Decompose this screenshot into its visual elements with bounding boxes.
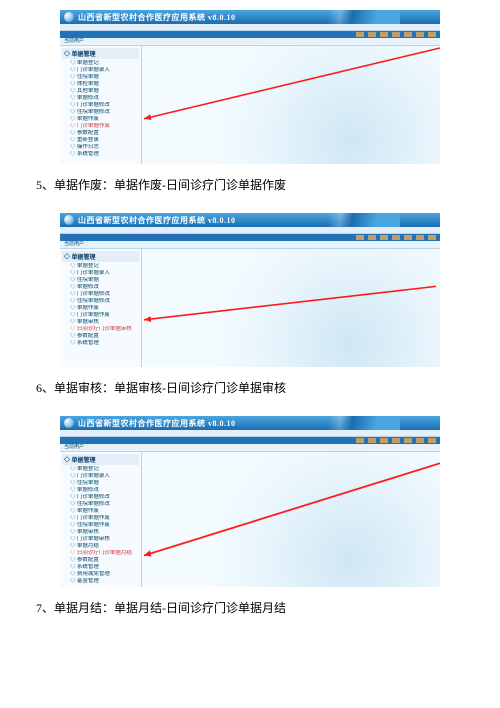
sidebar-heading: ◇ 单据管理 bbox=[62, 48, 139, 59]
app-logo-icon bbox=[64, 12, 74, 22]
sidebar-item[interactable]: ◇ 单据审核 bbox=[62, 319, 139, 326]
annotation-arrow-icon bbox=[142, 46, 440, 164]
titlebar-decoration bbox=[280, 213, 400, 227]
work-area: ◇ 单据管理◇ 单据登记◇ 门诊单据录入◇ 住院单据◇ 单据修改◇ 门诊单据修改… bbox=[60, 452, 440, 587]
sidebar-item[interactable]: ◇ 单据修改 bbox=[62, 95, 139, 102]
caption-number: 7、 bbox=[36, 599, 54, 616]
sidebar-item[interactable]: ◇ 单据作废 bbox=[62, 305, 139, 312]
sidebar-item-highlighted[interactable]: ◇ 门诊单据作废 bbox=[62, 123, 139, 130]
sidebar-item[interactable]: ◇ 门诊单据修改 bbox=[62, 102, 139, 109]
window-titlebar: 山西省新型农村合作医疗应用系统 v8.0.10 bbox=[60, 416, 440, 430]
sidebar-item[interactable]: ◇ 单据月结 bbox=[62, 543, 139, 550]
app-screenshot: 山西省新型农村合作医疗应用系统 v8.0.10当前用户◇ 单据管理◇ 单据登记◇… bbox=[60, 416, 440, 587]
sidebar-item[interactable]: ◇ 住院单据修改 bbox=[62, 298, 139, 305]
sidebar-item[interactable]: ◇ 参数配置 bbox=[62, 333, 139, 340]
app-title: 山西省新型农村合作医疗应用系统 v8.0.10 bbox=[78, 418, 236, 429]
caption-text: 单据审核：单据审核-日间诊疗门诊单据审核 bbox=[54, 381, 286, 395]
app-toolbar bbox=[60, 437, 440, 444]
app-logo-icon bbox=[64, 215, 74, 225]
sidebar-item[interactable]: ◇ 住院单据修改 bbox=[62, 109, 139, 116]
sidebar-item[interactable]: ◇ 门诊单据录入 bbox=[62, 270, 139, 277]
titlebar-decoration bbox=[280, 10, 400, 24]
status-strip: 当前用户 bbox=[60, 444, 440, 452]
sidebar-nav: ◇ 单据管理◇ 单据登记◇ 门诊单据录入◇ 住院单据◇ 单据修改◇ 门诊单据修改… bbox=[60, 249, 142, 367]
caption-number: 6、 bbox=[36, 379, 54, 396]
window-titlebar: 山西省新型农村合作医疗应用系统 v8.0.10 bbox=[60, 213, 440, 227]
sidebar-item[interactable]: ◇ 单据修改 bbox=[62, 284, 139, 291]
sidebar-item[interactable]: ◇ 门诊单据录入 bbox=[62, 473, 139, 480]
sidebar-item[interactable]: ◇ 单据作废 bbox=[62, 508, 139, 515]
annotation-arrow-icon bbox=[142, 249, 440, 367]
sidebar-item[interactable]: ◇ 操作日志 bbox=[62, 144, 139, 151]
sidebar-heading: ◇ 单据管理 bbox=[62, 251, 139, 262]
sidebar-item[interactable]: ◇ 门诊单据作废 bbox=[62, 312, 139, 319]
sidebar-item[interactable]: ◇ 单据登记 bbox=[62, 263, 139, 270]
content-pane bbox=[142, 452, 440, 587]
sidebar-item[interactable]: ◇ 其他单据 bbox=[62, 88, 139, 95]
sidebar-item[interactable]: ◇ 单据登记 bbox=[62, 60, 139, 67]
sidebar-item[interactable]: ◇ 系统管理 bbox=[62, 340, 139, 347]
sidebar-heading: ◇ 单据管理 bbox=[62, 454, 139, 465]
work-area: ◇ 单据管理◇ 单据登记◇ 门诊单据录入◇ 住院单据◇ 单据修改◇ 门诊单据修改… bbox=[60, 249, 440, 367]
annotation-arrow-icon bbox=[142, 452, 440, 587]
caption-text: 单据作废：单据作废-日间诊疗门诊单据作废 bbox=[54, 178, 286, 192]
sidebar-item[interactable]: ◇ 门诊单据录入 bbox=[62, 67, 139, 74]
sidebar-item-highlighted[interactable]: ◇ 日间诊疗门诊单据月结 bbox=[62, 550, 139, 557]
browser-address-bar bbox=[60, 227, 440, 234]
doc-section: 山西省新型农村合作医疗应用系统 v8.0.10当前用户◇ 单据管理◇ 单据登记◇… bbox=[24, 213, 476, 402]
sidebar-item[interactable]: ◇ 住院单据修改 bbox=[62, 501, 139, 508]
content-pane bbox=[142, 46, 440, 164]
browser-address-bar bbox=[60, 24, 440, 31]
sidebar-item[interactable]: ◇ 费用减免管理 bbox=[62, 571, 139, 578]
caption-number: 5、 bbox=[36, 176, 54, 193]
sidebar-item[interactable]: ◇ 基金管理 bbox=[62, 578, 139, 585]
sidebar-item[interactable]: ◇ 住院单据 bbox=[62, 480, 139, 487]
app-logo-icon bbox=[64, 418, 74, 428]
sidebar-item[interactable]: ◇ 门诊单据修改 bbox=[62, 494, 139, 501]
work-area: ◇ 单据管理◇ 单据登记◇ 门诊单据录入◇ 住院单据◇ 体检单据◇ 其他单据◇ … bbox=[60, 46, 440, 164]
app-toolbar bbox=[60, 31, 440, 38]
sidebar-item[interactable]: ◇ 单据登记 bbox=[62, 466, 139, 473]
sidebar-item[interactable]: ◇ 重新登录 bbox=[62, 137, 139, 144]
status-strip: 当前用户 bbox=[60, 38, 440, 46]
section-caption: 5、单据作废：单据作废-日间诊疗门诊单据作废 bbox=[24, 172, 476, 199]
window-titlebar: 山西省新型农村合作医疗应用系统 v8.0.10 bbox=[60, 10, 440, 24]
sidebar-item[interactable]: ◇ 参数配置 bbox=[62, 130, 139, 137]
app-toolbar bbox=[60, 234, 440, 241]
status-strip: 当前用户 bbox=[60, 241, 440, 249]
browser-address-bar bbox=[60, 430, 440, 437]
sidebar-item[interactable]: ◇ 门诊单据审核 bbox=[62, 536, 139, 543]
sidebar-item[interactable]: ◇ 体检单据 bbox=[62, 81, 139, 88]
sidebar-item[interactable]: ◇ 参数配置 bbox=[62, 557, 139, 564]
sidebar-item[interactable]: ◇ 住院单据 bbox=[62, 74, 139, 81]
doc-section: 山西省新型农村合作医疗应用系统 v8.0.10当前用户◇ 单据管理◇ 单据登记◇… bbox=[24, 416, 476, 622]
sidebar-item[interactable]: ◇ 系统管理 bbox=[62, 151, 139, 158]
section-caption: 6、单据审核：单据审核-日间诊疗门诊单据审核 bbox=[24, 375, 476, 402]
sidebar-item[interactable]: ◇ 门诊单据作废 bbox=[62, 515, 139, 522]
app-screenshot: 山西省新型农村合作医疗应用系统 v8.0.10当前用户◇ 单据管理◇ 单据登记◇… bbox=[60, 213, 440, 367]
sidebar-item[interactable]: ◇ 单据修改 bbox=[62, 487, 139, 494]
sidebar-item[interactable]: ◇ 单据作废 bbox=[62, 116, 139, 123]
sidebar-nav: ◇ 单据管理◇ 单据登记◇ 门诊单据录入◇ 住院单据◇ 单据修改◇ 门诊单据修改… bbox=[60, 452, 142, 587]
sidebar-item-highlighted[interactable]: ◇ 日间诊疗门诊单据审核 bbox=[62, 326, 139, 333]
app-title: 山西省新型农村合作医疗应用系统 v8.0.10 bbox=[78, 12, 236, 23]
sidebar-nav: ◇ 单据管理◇ 单据登记◇ 门诊单据录入◇ 住院单据◇ 体检单据◇ 其他单据◇ … bbox=[60, 46, 142, 164]
sidebar-item[interactable]: ◇ 单据审核 bbox=[62, 529, 139, 536]
titlebar-decoration bbox=[280, 416, 400, 430]
sidebar-item[interactable]: ◇ 住院单据 bbox=[62, 277, 139, 284]
section-caption: 7、单据月结：单据月结-日间诊疗门诊单据月结 bbox=[24, 595, 476, 622]
content-pane bbox=[142, 249, 440, 367]
sidebar-item[interactable]: ◇ 系统管理 bbox=[62, 564, 139, 571]
doc-section: 山西省新型农村合作医疗应用系统 v8.0.10当前用户◇ 单据管理◇ 单据登记◇… bbox=[24, 10, 476, 199]
app-screenshot: 山西省新型农村合作医疗应用系统 v8.0.10当前用户◇ 单据管理◇ 单据登记◇… bbox=[60, 10, 440, 164]
caption-text: 单据月结：单据月结-日间诊疗门诊单据月结 bbox=[54, 601, 286, 615]
sidebar-item[interactable]: ◇ 住院单据作废 bbox=[62, 522, 139, 529]
sidebar-item[interactable]: ◇ 门诊单据修改 bbox=[62, 291, 139, 298]
app-title: 山西省新型农村合作医疗应用系统 v8.0.10 bbox=[78, 215, 236, 226]
